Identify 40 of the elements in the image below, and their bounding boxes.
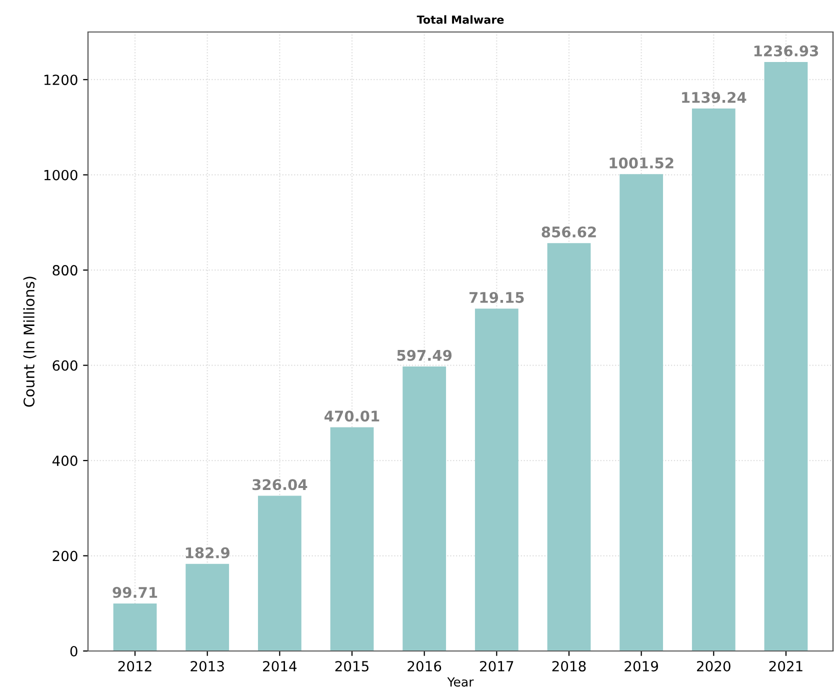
x-tick-label: 2021: [769, 660, 802, 672]
y-tick-label: 600: [52, 360, 78, 371]
bar: [258, 496, 302, 651]
x-tick-label: 2014: [263, 660, 297, 672]
x-tick-label: 2017: [480, 660, 514, 672]
data-label: 597.49: [397, 350, 452, 361]
x-tick-label: 2012: [118, 660, 152, 672]
data-label: 1236.93: [754, 45, 818, 56]
data-label: 99.71: [112, 586, 158, 598]
y-tick-label: 1000: [44, 170, 78, 180]
data-label: 1139.24: [682, 92, 746, 103]
data-label: 326.04: [252, 479, 308, 490]
x-tick-label: 2020: [697, 660, 730, 672]
y-tick-label: 1200: [44, 74, 78, 86]
bar: [474, 308, 518, 651]
x-tick-label: 2015: [335, 660, 368, 672]
bar: [764, 62, 808, 651]
bar: [186, 564, 230, 651]
bar: [402, 366, 446, 651]
bar: [620, 174, 664, 651]
chart-title: Total Malware: [416, 15, 504, 24]
x-tick-label: 2013: [190, 660, 224, 672]
y-tick-label: 800: [52, 265, 78, 276]
bar: [330, 427, 374, 651]
bar: [113, 604, 157, 651]
x-tick-label: 2016: [408, 660, 442, 672]
data-label: 470.01: [324, 410, 380, 422]
bar: [547, 243, 591, 651]
data-label: 719.15: [470, 292, 524, 303]
y-tick-label: 400: [52, 456, 78, 466]
x-axis-title: Year: [447, 677, 474, 687]
bar: [692, 108, 736, 651]
y-tick-label: 200: [52, 550, 78, 562]
y-axis-title: Count (In Millions): [23, 276, 36, 407]
x-tick-label: 2019: [624, 660, 658, 672]
data-label: 856.62: [542, 226, 596, 238]
y-tick-label: 0: [70, 646, 78, 656]
x-tick-label: 2018: [552, 660, 586, 672]
data-label: 182.9: [186, 547, 230, 558]
data-label: 1001.52: [610, 157, 674, 169]
